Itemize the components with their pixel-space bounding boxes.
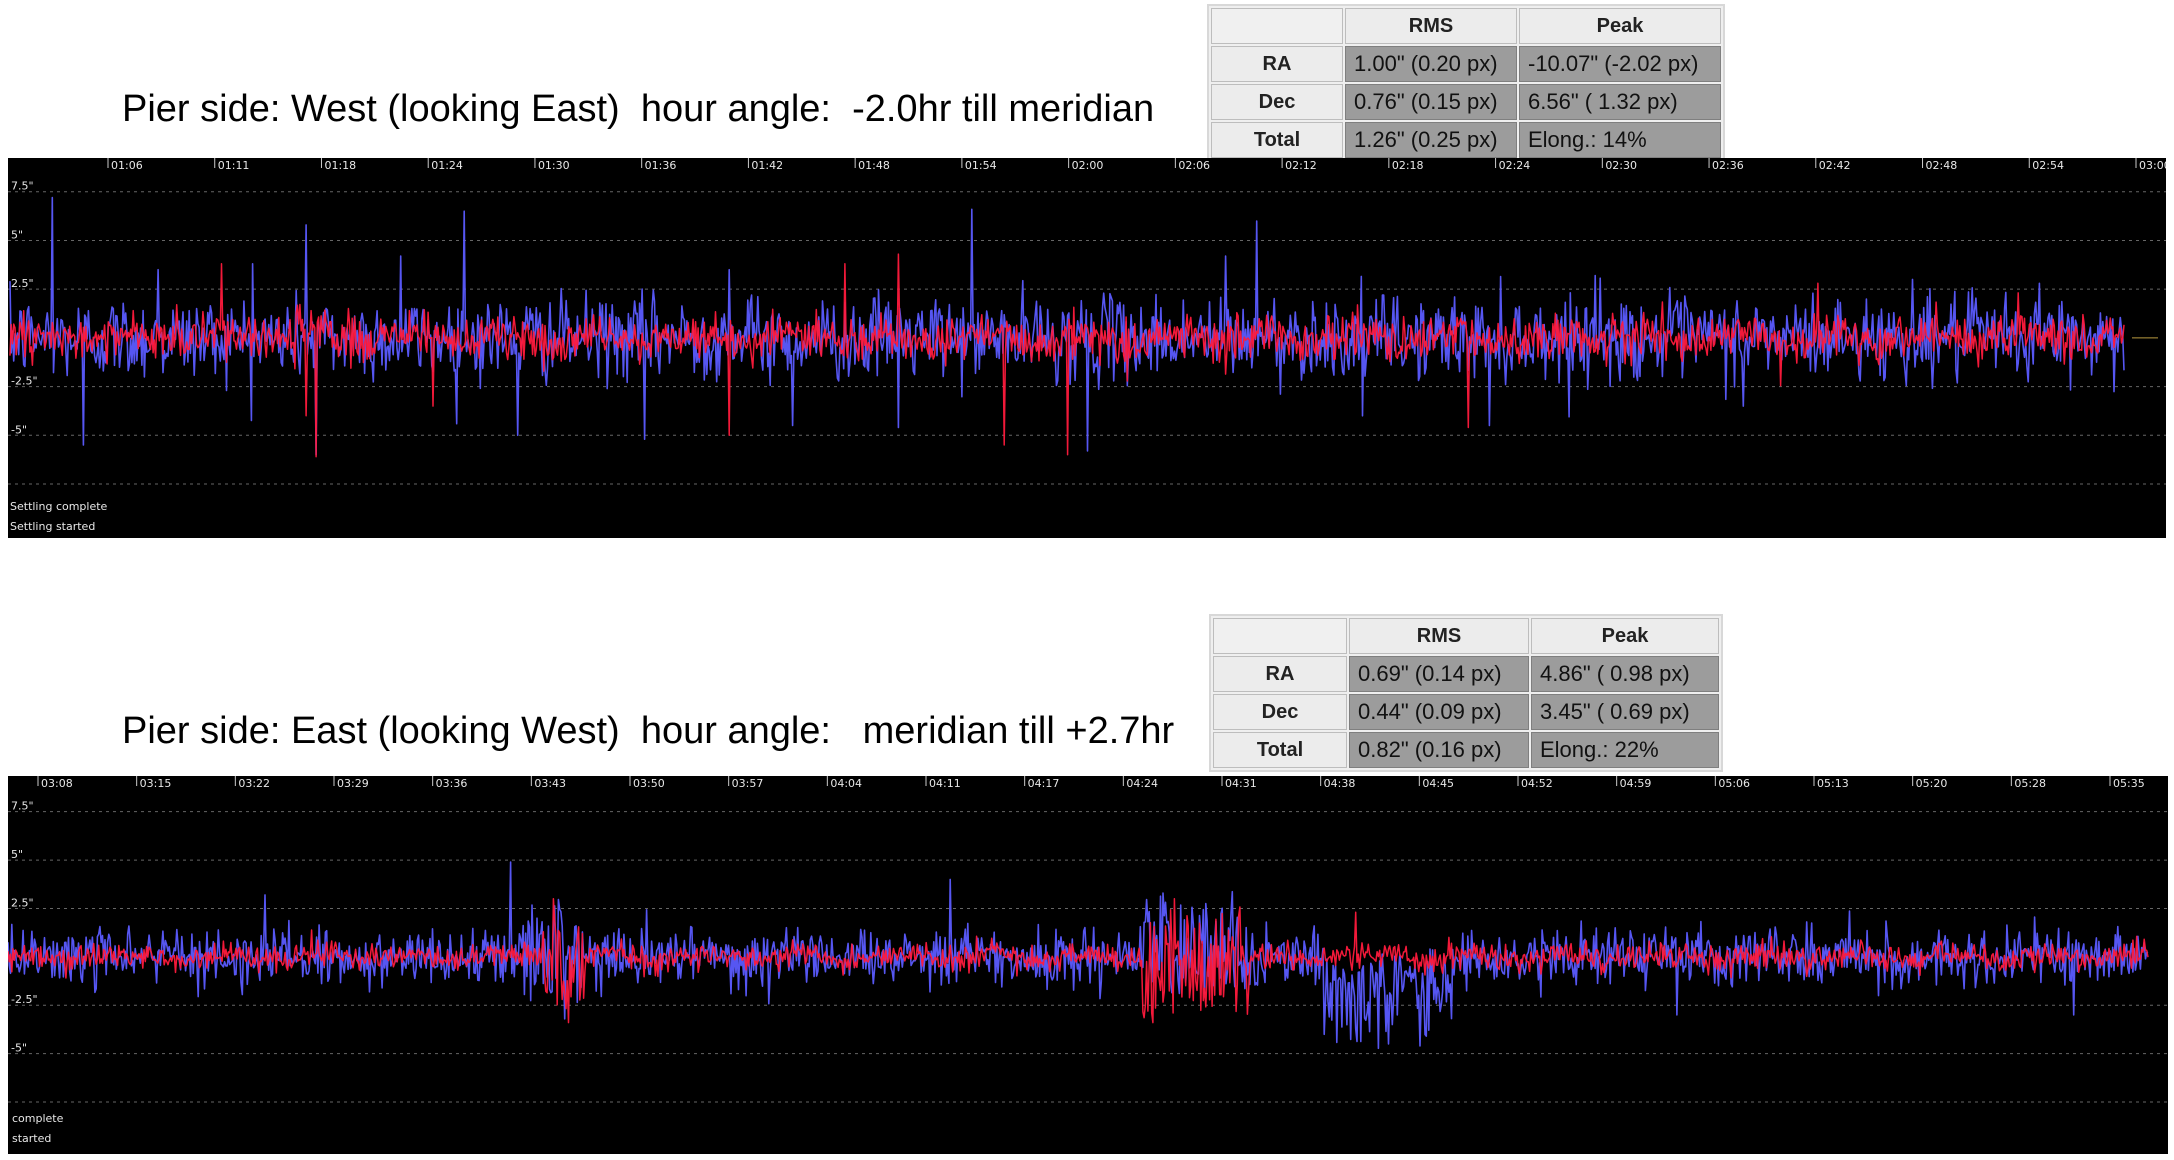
stats-row-label-total: Total bbox=[1211, 122, 1343, 158]
chart1-plot: 7.5" 5" 2.5" -2.5" -5" 01:06 01:11 01:18 01:24 01… bbox=[8, 158, 2166, 533]
x-tick-label: 04:59 bbox=[1620, 777, 1652, 790]
stats-total-peak: Elong.: 22% bbox=[1531, 732, 1719, 768]
x-tick-label: 02:24 bbox=[1499, 159, 1531, 172]
x-tick-label: 02:12 bbox=[1285, 159, 1317, 172]
y-tick-label: 2.5" bbox=[11, 896, 34, 909]
stats-dec-peak: 6.56" ( 1.32 px) bbox=[1519, 84, 1721, 120]
stats-row-label-total: Total bbox=[1213, 732, 1347, 768]
x-tick-label: 04:11 bbox=[929, 777, 961, 790]
x-tick-label: 01:18 bbox=[324, 159, 356, 172]
y-tick-label: -5" bbox=[11, 1042, 27, 1055]
x-tick-label: 02:00 bbox=[1072, 159, 1104, 172]
chart2-plot: 7.5" 5" 2.5" -2.5" -5" 03:08 03:15 03:22 03:29 03… bbox=[8, 776, 2168, 1145]
y-tick-label: 7.5" bbox=[11, 180, 34, 193]
x-tick-label: 04:45 bbox=[1422, 777, 1454, 790]
x-tick-label: 02:42 bbox=[1819, 159, 1851, 172]
x-tick-label: 04:17 bbox=[1028, 777, 1060, 790]
chart1-heading: Pier side: West (looking East) hour angl… bbox=[122, 88, 1155, 130]
x-tick-label: 01:36 bbox=[645, 159, 677, 172]
stats-peak-header: Peak bbox=[1519, 8, 1721, 44]
y-tick-label: -2.5" bbox=[11, 375, 38, 388]
x-tick-label: 02:18 bbox=[1392, 159, 1424, 172]
x-tick-label: 03:50 bbox=[633, 777, 665, 790]
stats-row-label-ra: RA bbox=[1213, 656, 1347, 692]
chart1-panel: 7.5" 5" 2.5" -2.5" -5" 01:06 01:11 01:18 01:24 01… bbox=[8, 158, 2166, 538]
y-tick-label: -2.5" bbox=[11, 993, 38, 1006]
x-tick-label: 05:06 bbox=[1718, 777, 1750, 790]
x-tick-label: 01:48 bbox=[858, 159, 890, 172]
stats-peak-header: Peak bbox=[1531, 618, 1719, 654]
stats-row-label-dec: Dec bbox=[1213, 694, 1347, 730]
stats-ra-peak: 4.86" ( 0.98 px) bbox=[1531, 656, 1719, 692]
settling-started-label: Settling started bbox=[10, 520, 95, 533]
x-tick-label: 03:43 bbox=[534, 777, 566, 790]
stats-ra-peak: -10.07" (-2.02 px) bbox=[1519, 46, 1721, 82]
dec-series-line bbox=[8, 898, 2149, 1024]
ra-series-line bbox=[9, 196, 2125, 456]
stats-rms-header: RMS bbox=[1345, 8, 1517, 44]
x-tick-label: 03:08 bbox=[41, 777, 73, 790]
dec-series-line bbox=[9, 253, 2125, 458]
x-tick-label: 04:04 bbox=[830, 777, 862, 790]
x-tick-label: 04:38 bbox=[1324, 777, 1356, 790]
x-tick-label: 01:06 bbox=[111, 159, 143, 172]
settling-started-label: started bbox=[12, 1132, 51, 1145]
x-tick-label: 03:22 bbox=[238, 777, 270, 790]
settling-complete-label: complete bbox=[12, 1112, 64, 1125]
x-tick-label: 01:11 bbox=[218, 159, 250, 172]
x-tick-label: 05:13 bbox=[1817, 777, 1849, 790]
x-tick-label: 04:31 bbox=[1225, 777, 1257, 790]
stats-row-label-ra: RA bbox=[1211, 46, 1343, 82]
x-tick-label: 04:52 bbox=[1521, 777, 1553, 790]
x-tick-label: 03:36 bbox=[436, 777, 468, 790]
stats-row-label-dec: Dec bbox=[1211, 84, 1343, 120]
stats-ra-rms: 1.00" (0.20 px) bbox=[1345, 46, 1517, 82]
x-tick-label: 02:06 bbox=[1178, 159, 1210, 172]
x-tick-label: 02:30 bbox=[1605, 159, 1637, 172]
stats-dec-rms: 0.44" (0.09 px) bbox=[1349, 694, 1529, 730]
x-tick-label: 02:54 bbox=[2032, 159, 2064, 172]
stats-ra-rms: 0.69" (0.14 px) bbox=[1349, 656, 1529, 692]
x-tick-label: 01:54 bbox=[965, 159, 997, 172]
stats-corner-cell bbox=[1211, 8, 1343, 44]
x-tick-label: 03:29 bbox=[337, 777, 369, 790]
stats-corner-cell bbox=[1213, 618, 1347, 654]
chart2-panel: 7.5" 5" 2.5" -2.5" -5" 03:08 03:15 03:22 03:29 03… bbox=[8, 776, 2168, 1154]
y-tick-label: 7.5" bbox=[11, 800, 34, 813]
stats-dec-rms: 0.76" (0.15 px) bbox=[1345, 84, 1517, 120]
stats-total-rms: 1.26" (0.25 px) bbox=[1345, 122, 1517, 158]
x-tick-label: 02:36 bbox=[1712, 159, 1744, 172]
chart2-heading: Pier side: East (looking West) hour angl… bbox=[122, 710, 1175, 752]
ra-series-line bbox=[8, 861, 2149, 1050]
x-tick-label: 03:57 bbox=[732, 777, 764, 790]
x-tick-label: 01:30 bbox=[538, 159, 570, 172]
chart1-stats-table: RMS Peak RA 1.00" (0.20 px) -10.07" (-2.… bbox=[1207, 4, 1725, 162]
x-tick-label: 05:35 bbox=[2113, 777, 2145, 790]
stats-rms-header: RMS bbox=[1349, 618, 1529, 654]
x-tick-label: 03:15 bbox=[140, 777, 172, 790]
x-tick-label: 05:28 bbox=[2014, 777, 2046, 790]
x-tick-label: 01:42 bbox=[751, 159, 783, 172]
x-tick-label: 02:48 bbox=[1926, 159, 1958, 172]
chart2-stats-table: RMS Peak RA 0.69" (0.14 px) 4.86" ( 0.98… bbox=[1209, 614, 1723, 772]
settling-complete-label: Settling complete bbox=[10, 500, 108, 513]
x-tick-label: 01:24 bbox=[431, 159, 463, 172]
x-tick-label: 05:20 bbox=[1916, 777, 1948, 790]
stats-dec-peak: 3.45" ( 0.69 px) bbox=[1531, 694, 1719, 730]
y-tick-label: 2.5" bbox=[11, 277, 34, 290]
y-tick-label: 5" bbox=[11, 228, 23, 241]
stats-total-rms: 0.82" (0.16 px) bbox=[1349, 732, 1529, 768]
x-tick-label: 03:00 bbox=[2139, 159, 2166, 172]
y-tick-label: -5" bbox=[11, 423, 27, 436]
x-tick-label: 04:24 bbox=[1126, 777, 1158, 790]
y-tick-label: 5" bbox=[11, 848, 23, 861]
stats-total-peak: Elong.: 14% bbox=[1519, 122, 1721, 158]
